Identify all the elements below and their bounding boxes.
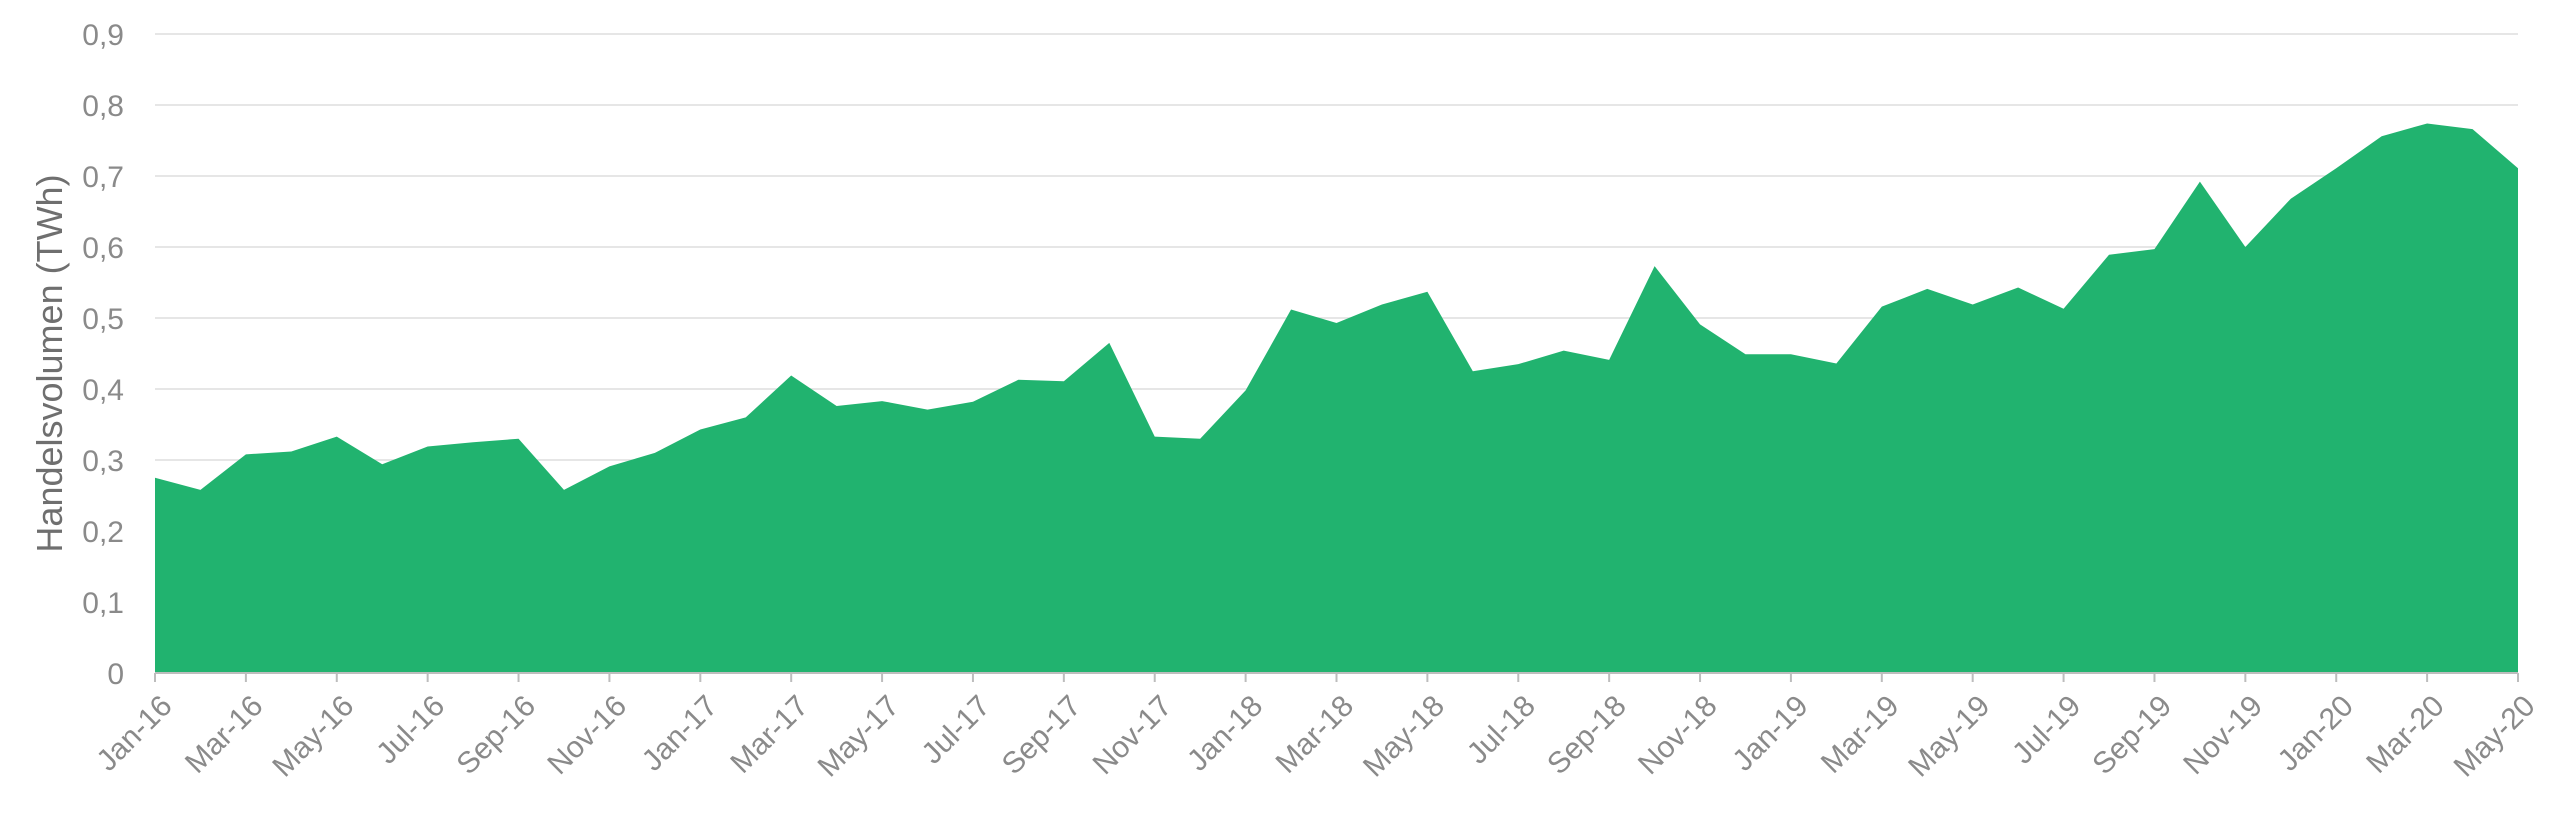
x-tick-label: Jan-17	[636, 689, 724, 777]
x-tick-label: Sep-18	[1541, 689, 1633, 781]
y-tick-label: 0	[107, 658, 124, 691]
x-tick-label: Nov-18	[1632, 689, 1724, 781]
y-tick-label: 0,8	[82, 90, 124, 123]
plot-area	[155, 123, 2518, 673]
y-tick-label: 0,5	[82, 303, 124, 336]
x-tick-label: May-18	[1357, 689, 1451, 783]
y-tick-label: 0,3	[82, 445, 124, 478]
x-tick-label: Jul-18	[1461, 689, 1542, 770]
x-tick-label: Mar-16	[179, 689, 270, 780]
x-tick-label: Mar-17	[724, 689, 815, 780]
area-series	[155, 123, 2518, 673]
x-tick-label: May-20	[2448, 689, 2542, 783]
x-tick-label: Jan-19	[1726, 689, 1814, 777]
x-tick-label: Nov-16	[541, 689, 633, 781]
x-axis	[154, 672, 2519, 682]
y-tick-label: 0,1	[82, 587, 124, 620]
y-tick-label: 0,6	[82, 232, 124, 265]
y-tick-label: 0,9	[82, 19, 124, 52]
x-tick-label: Jul-19	[2006, 689, 2087, 770]
y-axis-title: Handelsvolumen (TWh)	[29, 174, 70, 552]
x-tick-label: Jan-20	[2272, 689, 2360, 777]
x-tick-label: Sep-17	[996, 689, 1088, 781]
x-tick-label: May-19	[1902, 689, 1996, 783]
x-tick-label: Sep-16	[450, 689, 542, 781]
x-tick-label: Nov-19	[2177, 689, 2269, 781]
x-tick-label: Nov-17	[1087, 689, 1179, 781]
x-tick-label: May-17	[812, 689, 906, 783]
x-tick-label: Mar-19	[1815, 689, 1906, 780]
x-tick-label: Jul-16	[370, 689, 451, 770]
x-tick-label: Mar-20	[2360, 689, 2451, 780]
x-tick-label: Mar-18	[1270, 689, 1361, 780]
x-tick-label: Jan-16	[90, 689, 178, 777]
y-tick-label: 0,7	[82, 161, 124, 194]
y-tick-label: 0,4	[82, 374, 124, 407]
x-tick-label: Sep-19	[2086, 689, 2178, 781]
y-tick-label: 0,2	[82, 516, 124, 549]
x-tick-label: Jan-18	[1181, 689, 1269, 777]
x-tick-label: May-16	[266, 689, 360, 783]
x-tick-label: Jul-17	[915, 689, 996, 770]
y-axis-tick-labels: 0 0,1 0,2 0,3 0,4 0,5 0,6 0,7 0,8 0,9	[82, 19, 124, 691]
